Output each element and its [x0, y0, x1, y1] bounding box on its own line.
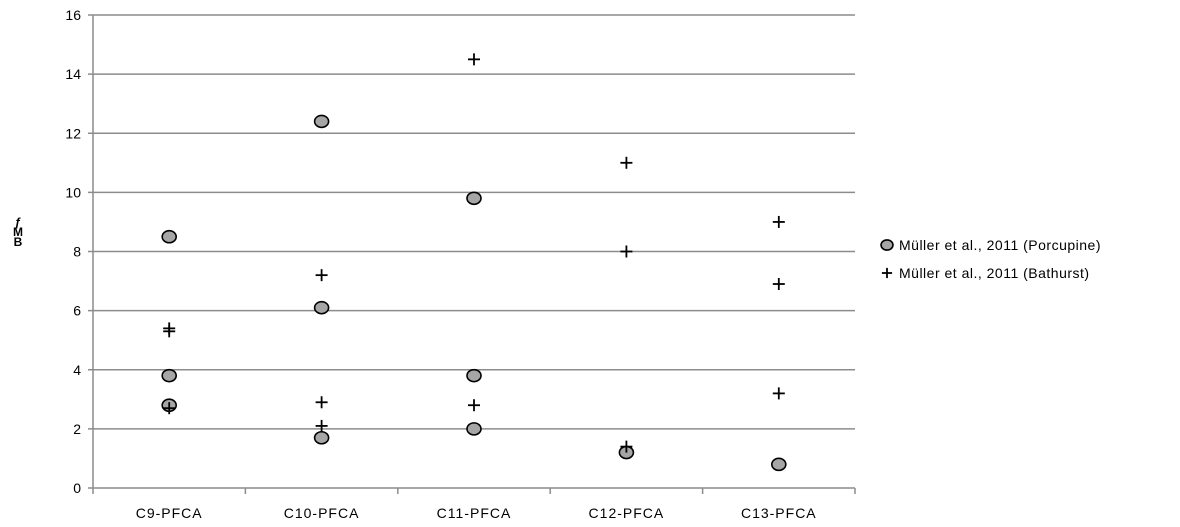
point-plus — [315, 396, 328, 409]
point-circle — [161, 368, 177, 383]
data-marks — [161, 53, 787, 472]
x-tick-label: C13-PFCA — [741, 505, 817, 521]
point-circle — [313, 300, 330, 315]
y-tick-label: 0 — [73, 480, 81, 496]
y-tick-label: 6 — [73, 303, 81, 319]
y-tick-label: 2 — [73, 421, 81, 437]
y-tick-label: 4 — [73, 362, 81, 378]
y-axis-label-part: M — [13, 225, 23, 239]
point-plus — [315, 269, 328, 282]
point-plus — [772, 278, 785, 291]
point-circle — [161, 229, 177, 244]
y-axis-label: ƒMB — [13, 215, 23, 249]
x-tick-labels: C9-PFCA C10-PFCA C11-PFCA C12-PFCA C13-PFCA — [136, 505, 817, 521]
y-tick-label: 14 — [65, 66, 81, 82]
point-plus — [620, 440, 633, 453]
y-tick-label: 12 — [65, 125, 81, 141]
point-circle — [466, 191, 482, 206]
series-porcupine — [161, 114, 787, 472]
point-plus — [620, 156, 633, 169]
legend-label: Müller et al., 2011 (Porcupine) — [899, 237, 1101, 253]
series-bathurst — [163, 53, 785, 453]
point-plus — [315, 419, 328, 432]
point-circle — [466, 368, 482, 383]
gridlines — [93, 14, 855, 430]
x-tick-label: C11-PFCA — [437, 505, 512, 521]
x-tick-label: C10-PFCA — [284, 505, 360, 521]
legend: Müller et al., 2011 (Porcupine) Müller et… — [880, 237, 1101, 281]
point-circle — [770, 457, 787, 472]
y-tick-label: 8 — [73, 244, 81, 260]
point-plus — [772, 215, 785, 228]
point-circle — [880, 239, 894, 251]
legend-item: Müller et al., 2011 (Porcupine) — [880, 237, 1101, 253]
point-plus — [620, 245, 633, 258]
point-plus — [881, 267, 893, 279]
point-plus — [468, 53, 480, 66]
legend-item: Müller et al., 2011 (Bathurst) — [881, 265, 1090, 281]
x-tick-label: C9-PFCA — [136, 505, 203, 521]
legend-label: Müller et al., 2011 (Bathurst) — [899, 265, 1090, 281]
axes — [88, 14, 856, 494]
y-tick-label: 10 — [65, 184, 81, 200]
y-tick-label: 16 — [65, 7, 81, 23]
point-plus — [163, 325, 176, 338]
y-axis-label-part: ƒ — [15, 215, 22, 229]
y-axis-label-part: B — [14, 235, 23, 249]
x-tick-label: C12-PFCA — [589, 505, 665, 521]
point-circle — [313, 114, 330, 129]
y-tick-labels: 0 2 4 6 8 10 12 14 16 — [65, 7, 81, 496]
point-plus — [163, 402, 176, 415]
point-plus — [772, 387, 785, 400]
point-circle — [466, 422, 482, 436]
point-circle — [313, 430, 330, 445]
point-plus — [468, 399, 480, 412]
